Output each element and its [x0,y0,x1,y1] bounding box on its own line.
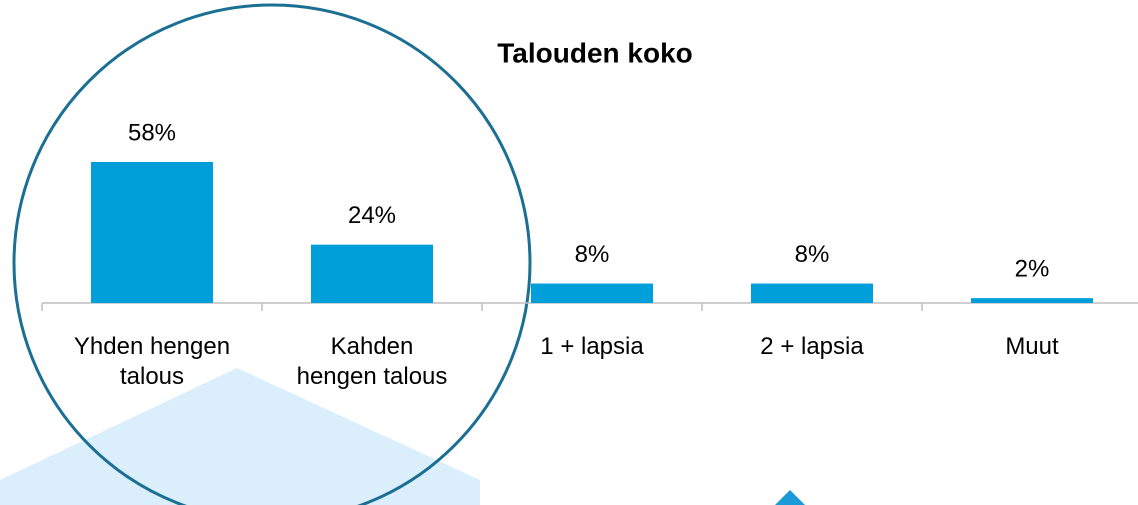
x-tick-label: Muut [1005,333,1059,360]
data-label: 24% [348,202,396,229]
x-tick-label: 2 + lapsia [760,333,864,360]
data-label: 2% [1015,255,1050,282]
x-tick-label: Kahden hengen talous [296,333,448,390]
decor-arrow [775,490,805,505]
bar [91,162,213,303]
bar [311,244,433,303]
bar [971,298,1093,303]
highlight-circle [12,3,532,505]
chart-title: Talouden koko [497,37,693,68]
data-label: 8% [795,241,830,268]
bar [751,283,873,303]
data-label: 8% [575,241,610,268]
data-label: 58% [128,119,176,146]
bar [531,283,653,303]
x-tick-label: Yhden hengen talous [73,333,231,390]
x-tick-label: 1 + lapsia [540,333,644,360]
